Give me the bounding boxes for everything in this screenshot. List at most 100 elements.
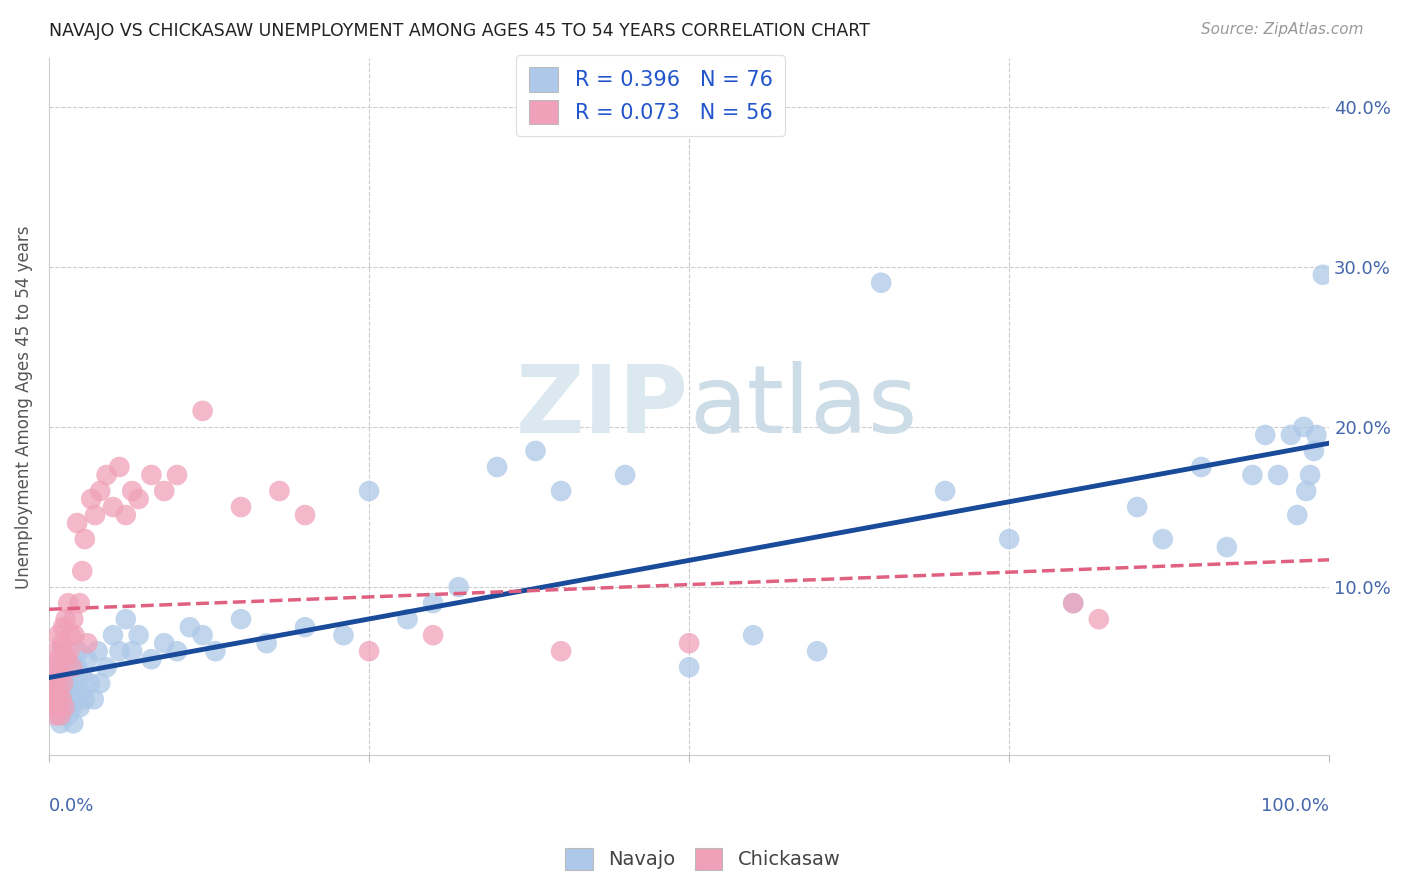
Point [80, 491, 103, 506]
Point [73, 692, 96, 706]
Point [58, 644, 80, 658]
Point [76, 652, 98, 666]
Point [1254, 428, 1277, 442]
Point [1062, 596, 1084, 610]
Point [128, 628, 150, 642]
Point [357, 644, 380, 658]
Point [89, 483, 111, 498]
Point [396, 612, 419, 626]
Point [83, 692, 105, 706]
Text: Source: ZipAtlas.com: Source: ZipAtlas.com [1201, 22, 1364, 37]
Point [46, 700, 69, 714]
Point [55, 676, 77, 690]
Point [41, 668, 63, 682]
Point [58, 660, 80, 674]
Point [63, 628, 86, 642]
Point [332, 628, 354, 642]
Point [72, 564, 94, 578]
Point [49, 708, 72, 723]
Point [49, 668, 72, 682]
Text: NAVAJO VS CHICKASAW UNEMPLOYMENT AMONG AGES 45 TO 54 YEARS CORRELATION CHART: NAVAJO VS CHICKASAW UNEMPLOYMENT AMONG A… [49, 22, 870, 40]
Point [486, 460, 509, 475]
Text: 100.0%: 100.0% [1261, 797, 1329, 815]
Point [121, 483, 143, 498]
Point [550, 483, 572, 498]
Point [66, 516, 89, 530]
Point [121, 644, 143, 658]
Point [141, 468, 163, 483]
Point [742, 628, 765, 642]
Point [72, 668, 94, 682]
Legend: R = 0.396   N = 76, R = 0.073   N = 56: R = 0.396 N = 76, R = 0.073 N = 56 [516, 55, 785, 136]
Point [114, 612, 136, 626]
Point [45, 644, 67, 658]
Point [1088, 612, 1111, 626]
Point [86, 644, 108, 658]
Y-axis label: Unemployment Among Ages 45 to 54 years: Unemployment Among Ages 45 to 54 years [15, 225, 32, 589]
Point [1216, 540, 1239, 554]
Point [56, 708, 79, 723]
Point [62, 612, 84, 626]
Point [191, 628, 214, 642]
Point [66, 660, 89, 674]
Point [45, 692, 67, 706]
Point [1295, 483, 1317, 498]
Point [141, 652, 163, 666]
Point [46, 628, 69, 642]
Point [42, 700, 65, 714]
Point [48, 684, 70, 698]
Point [806, 644, 828, 658]
Point [96, 660, 118, 674]
Point [614, 468, 637, 483]
Point [56, 596, 79, 610]
Point [62, 716, 84, 731]
Point [269, 483, 291, 498]
Point [294, 620, 316, 634]
Point [45, 692, 67, 706]
Point [42, 684, 65, 698]
Point [870, 276, 893, 290]
Point [46, 700, 69, 714]
Text: ZIP: ZIP [516, 361, 689, 453]
Point [550, 644, 572, 658]
Point [229, 500, 252, 514]
Point [1286, 508, 1309, 522]
Point [108, 460, 131, 475]
Point [108, 644, 131, 658]
Point [52, 684, 75, 698]
Point [524, 444, 547, 458]
Point [44, 676, 66, 690]
Point [96, 468, 118, 483]
Point [67, 644, 90, 658]
Point [51, 636, 73, 650]
Point [1299, 468, 1322, 483]
Point [1267, 468, 1289, 483]
Point [52, 620, 75, 634]
Point [153, 636, 176, 650]
Point [256, 636, 278, 650]
Point [65, 692, 87, 706]
Point [53, 700, 76, 714]
Point [51, 644, 73, 658]
Point [79, 676, 101, 690]
Point [229, 612, 252, 626]
Point [1062, 596, 1084, 610]
Point [101, 628, 124, 642]
Point [1241, 468, 1264, 483]
Point [39, 676, 62, 690]
Point [447, 580, 470, 594]
Point [48, 708, 70, 723]
Point [422, 596, 444, 610]
Point [128, 491, 150, 506]
Point [51, 692, 73, 706]
Point [51, 668, 73, 682]
Point [166, 644, 188, 658]
Point [678, 636, 700, 650]
Point [52, 676, 75, 690]
Point [44, 708, 66, 723]
Point [89, 676, 111, 690]
Point [76, 636, 98, 650]
Point [1312, 268, 1334, 282]
Point [53, 700, 76, 714]
Point [53, 644, 76, 658]
